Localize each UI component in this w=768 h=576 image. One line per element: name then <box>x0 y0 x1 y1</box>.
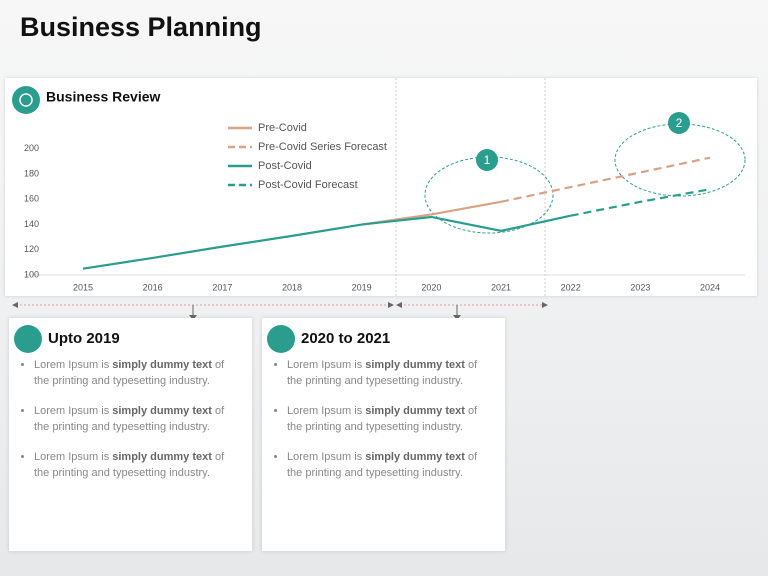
bullet-text: simply dummy text <box>365 405 465 417</box>
legend-label: Pre-Covid <box>258 122 307 134</box>
annotation-badge <box>476 149 498 171</box>
x-tick-label: 2020 <box>421 282 441 292</box>
y-tick-label: 200 <box>24 143 39 153</box>
arrow-stem <box>192 305 458 316</box>
y-tick-label: 180 <box>24 168 39 178</box>
bullet-text: of the printing and typesetting industry… <box>287 405 478 433</box>
bullet: Lorem Ipsum is simply dummy text of the … <box>34 450 239 481</box>
annotation-badge <box>668 112 690 134</box>
annotation-label: 2 <box>676 116 683 130</box>
y-tick-label: 120 <box>24 244 39 254</box>
y-tick-label: 100 <box>24 269 39 279</box>
card: Upto 2019 Lorem Ipsum is simply dummy tex… <box>9 318 252 551</box>
bullet-text: simply dummy text <box>365 451 465 463</box>
bullet-text: of the printing and typesetting industry… <box>34 405 225 433</box>
series-line <box>570 188 711 217</box>
x-tick-label: 2018 <box>282 282 302 292</box>
legend-label: Pre-Covid Series Forecast <box>258 141 387 153</box>
annotation-ring <box>614 123 746 197</box>
bullet-text: simply dummy text <box>112 451 212 463</box>
slide-title: Business Planning <box>20 12 262 42</box>
bullet-text: Lorem Ipsum is <box>34 405 113 417</box>
y-tick-label: 160 <box>24 194 39 204</box>
series-line <box>500 156 711 203</box>
card-icon <box>14 325 42 353</box>
arrows <box>12 302 548 320</box>
bullet-text: simply dummy text <box>112 359 212 371</box>
chart-panel: Business Review 100 120 140 160 180 200 2015 20… <box>5 78 757 296</box>
bullet: Lorem Ipsum is simply dummy text of the … <box>34 358 239 389</box>
bullet-text: Lorem Ipsum is <box>34 451 113 463</box>
x-tick-label: 2019 <box>352 282 372 292</box>
bullet-list: Lorem Ipsum is simply dummy text of the … <box>19 358 239 496</box>
x-tick-label: 2022 <box>561 282 581 292</box>
card-icon <box>267 325 295 353</box>
bullet-text: of the printing and typesetting industry… <box>287 359 478 387</box>
bullet: Lorem Ipsum is simply dummy text of the … <box>287 450 492 481</box>
icon-glyph <box>19 93 33 107</box>
bullet-list: Lorem Ipsum is simply dummy text of the … <box>272 358 492 496</box>
series-line <box>82 214 571 270</box>
x-tick-label: 2023 <box>630 282 650 292</box>
panel-icon <box>12 86 40 114</box>
annotation-label: 1 <box>484 153 491 167</box>
bullet-text: simply dummy text <box>365 359 465 371</box>
bullet-text: simply dummy text <box>112 405 212 417</box>
x-tick-label: 2017 <box>212 282 232 292</box>
bullet-text: of the printing and typesetting industry… <box>34 359 225 387</box>
bullet-text: of the printing and typesetting industry… <box>34 451 225 479</box>
bullet-text: of the printing and typesetting industry… <box>287 451 478 479</box>
x-tick-label: 2021 <box>491 282 511 292</box>
bullet: Lorem Ipsum is simply dummy text of the … <box>287 358 492 389</box>
x-tick-label: 2015 <box>73 282 93 292</box>
bullet-text: Lorem Ipsum is <box>287 405 366 417</box>
bullet-text: Lorem Ipsum is <box>287 359 366 371</box>
bullet: Lorem Ipsum is simply dummy text of the … <box>34 404 239 435</box>
legend-label: Post-Covid Forecast <box>258 179 358 191</box>
card-title: 2020 to 2021 <box>301 330 391 347</box>
legend-label: Post-Covid <box>258 160 312 172</box>
bullet-text: Lorem Ipsum is <box>287 451 366 463</box>
card: 2020 to 2021 Lorem Ipsum is simply dummy … <box>262 318 505 551</box>
series-line <box>361 200 502 226</box>
bullet: Lorem Ipsum is simply dummy text of the … <box>287 404 492 435</box>
chart-title: Business Review <box>46 89 160 105</box>
card-title: Upto 2019 <box>48 330 120 347</box>
chart: Business Review 100 120 140 160 180 200 2015 20… <box>12 78 746 296</box>
x-tick-label: 2016 <box>143 282 163 292</box>
y-tick-label: 140 <box>24 219 39 229</box>
annotation-ring <box>424 156 554 234</box>
x-tick-label: 2024 <box>700 282 720 292</box>
bullet-text: Lorem Ipsum is <box>34 359 113 371</box>
